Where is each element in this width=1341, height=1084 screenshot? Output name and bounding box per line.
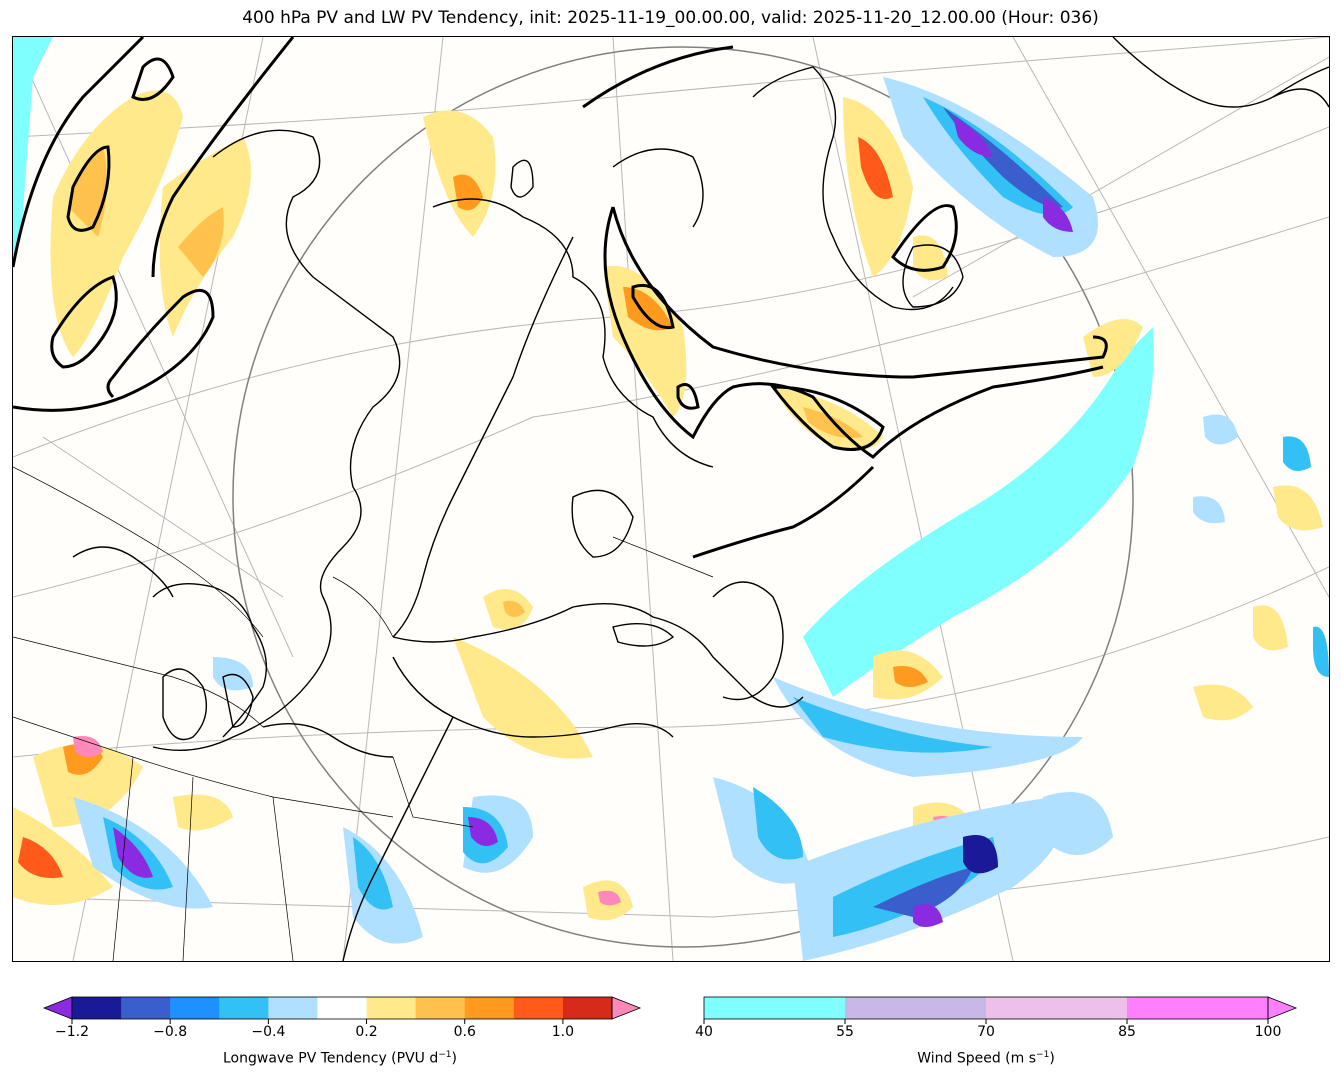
wind-colorbar-box — [1127, 997, 1269, 1019]
pv-colorbar-box — [366, 997, 417, 1019]
pv-colorbar-under-triangle — [42, 996, 73, 1020]
pv-tick-label: 0.2 — [355, 1024, 378, 1040]
pv-colorbar-box — [415, 997, 466, 1019]
pv-tick-label: 1.0 — [551, 1024, 575, 1040]
political-borders — [13, 466, 714, 961]
jet-streak-shading — [803, 327, 1154, 697]
pv-colorbar-box — [317, 997, 368, 1019]
pv-tick-label: −0.4 — [251, 1024, 286, 1040]
wind-tick-label: 40 — [695, 1024, 713, 1040]
map-canvas — [13, 37, 1329, 961]
pv-colorbar-box — [219, 997, 269, 1019]
colorbars — [42, 996, 1298, 1024]
wind-colorbar-label: Wind Speed (m s−1) — [917, 1050, 1055, 1067]
pv-colorbar-box — [513, 997, 564, 1019]
pv-tendency-negative — [73, 77, 1329, 961]
wind-tick-label: 85 — [1118, 1024, 1136, 1040]
pv-tendency-positive — [13, 90, 1323, 921]
pv-colorbar-box — [268, 997, 318, 1019]
map-panel[interactable] — [12, 36, 1330, 962]
pv-colorbar-box — [170, 997, 220, 1019]
pv-colorbar-box — [562, 997, 613, 1019]
graticule — [13, 37, 1329, 961]
pv-colorbar-over-triangle — [611, 996, 642, 1020]
pv-colorbar-box — [72, 997, 122, 1019]
pv-colorbar-frame — [71, 996, 613, 1020]
domain-circle — [232, 46, 1134, 948]
coastlines — [72, 37, 1329, 961]
pv-colorbar-label: Longwave PV Tendency (PVU d−1) — [222, 1050, 458, 1067]
jet-streak-shading-west — [13, 37, 53, 267]
wind-colorbar-box — [986, 997, 1128, 1019]
wind-tick-label: 70 — [977, 1024, 995, 1040]
pv-colorbar-box — [121, 997, 171, 1019]
wind-colorbar-box — [704, 997, 846, 1019]
pv-tick-label: −0.8 — [153, 1024, 188, 1040]
wind-tick-label: 55 — [836, 1024, 854, 1040]
pv-tick-label: 0.6 — [453, 1024, 476, 1040]
pv-contours — [13, 37, 1108, 559]
pv-colorbar-box — [464, 997, 515, 1019]
pv-tendency-colorbar — [42, 996, 642, 1024]
pv-tick-label: −1.2 — [55, 1024, 89, 1040]
wind-colorbar-box — [845, 997, 987, 1019]
wind-tick-label: 100 — [1254, 1024, 1282, 1040]
wind-speed-colorbar — [703, 996, 1298, 1024]
map-title: 400 hPa PV and LW PV Tendency, init: 202… — [242, 8, 1099, 28]
wind-colorbar-over-triangle — [1267, 996, 1298, 1020]
